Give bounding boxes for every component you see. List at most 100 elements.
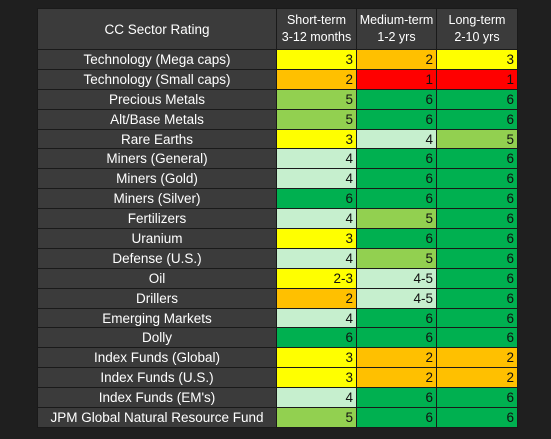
rating-cell-medium-term: 6 <box>356 88 437 110</box>
rating-cell-long-term: 6 <box>436 407 518 428</box>
rating-cell-short-term: 3 <box>276 228 357 249</box>
rating-cell-long-term: 5 <box>436 128 518 150</box>
sector-rating-table: CC Sector Rating Short-term 3-12 months … <box>37 8 518 428</box>
sector-name-cell: Fertilizers <box>37 208 277 230</box>
rating-cell-long-term: 2 <box>436 367 518 389</box>
sector-name-cell: Dolly <box>37 327 277 349</box>
rating-cell-long-term: 6 <box>436 88 518 110</box>
rating-cell-medium-term: 6 <box>356 168 437 190</box>
sector-rating-table-container: CC Sector Rating Short-term 3-12 months … <box>37 8 518 428</box>
table-row: Drillers 2 4-5 6 <box>37 287 518 309</box>
rating-cell-long-term: 6 <box>436 108 518 130</box>
table-row: Fertilizers 4 5 6 <box>37 208 518 230</box>
rating-cell-medium-term: 6 <box>356 307 437 329</box>
column-header-medium-term: Medium-term 1-2 yrs <box>356 8 437 50</box>
table-row: JPM Global Natural Resource Fund 5 6 6 <box>37 407 518 428</box>
rating-cell-long-term: 6 <box>436 287 518 309</box>
rating-cell-long-term: 6 <box>436 267 518 289</box>
sector-name-cell: Index Funds (EM's) <box>37 387 277 409</box>
rating-cell-medium-term: 6 <box>356 188 437 210</box>
rating-cell-short-term: 5 <box>276 88 357 110</box>
sector-name-cell: Drillers <box>37 287 277 309</box>
sector-name-cell: Rare Earths <box>37 128 277 150</box>
rating-cell-short-term: 5 <box>276 108 357 130</box>
table-row: Technology (Mega caps) 3 2 3 <box>37 49 518 70</box>
table-row: Alt/Base Metals 5 6 6 <box>37 108 518 130</box>
rating-cell-long-term: 1 <box>436 68 518 90</box>
sector-name-cell: Miners (Silver) <box>37 188 277 210</box>
table-row: Index Funds (U.S.) 3 2 2 <box>37 367 518 389</box>
rating-cell-long-term: 6 <box>436 148 518 170</box>
rating-cell-short-term: 6 <box>276 327 357 349</box>
rating-cell-short-term: 2 <box>276 287 357 309</box>
rating-cell-medium-term: 4 <box>356 128 437 150</box>
column-header-long-term: Long-term 2-10 yrs <box>436 8 518 50</box>
rating-cell-medium-term: 6 <box>356 387 437 409</box>
rating-cell-medium-term: 2 <box>356 49 437 70</box>
rating-cell-medium-term: 6 <box>356 228 437 249</box>
sector-name-cell: Uranium <box>37 228 277 249</box>
column-header-line1: Short-term <box>286 13 347 27</box>
sector-name-cell: Precious Metals <box>37 88 277 110</box>
sector-name-cell: Miners (Gold) <box>37 168 277 190</box>
rating-cell-long-term: 6 <box>436 228 518 249</box>
table-row: Oil 2-3 4-5 6 <box>37 267 518 289</box>
table-row: Miners (Gold) 4 6 6 <box>37 168 518 190</box>
rating-cell-long-term: 6 <box>436 307 518 329</box>
rating-cell-short-term: 4 <box>276 208 357 230</box>
rating-cell-short-term: 2-3 <box>276 267 357 289</box>
column-header-line2: 2-10 yrs <box>454 30 500 44</box>
rating-cell-medium-term: 2 <box>356 367 437 389</box>
table-row: Uranium 3 6 6 <box>37 228 518 249</box>
rating-cell-medium-term: 4-5 <box>356 287 437 309</box>
rating-cell-medium-term: 6 <box>356 108 437 130</box>
rating-cell-short-term: 3 <box>276 128 357 150</box>
sector-name-cell: Miners (General) <box>37 148 277 170</box>
sector-name-cell: Emerging Markets <box>37 307 277 329</box>
table-row: Index Funds (Global) 3 2 2 <box>37 347 518 369</box>
rating-cell-short-term: 4 <box>276 387 357 409</box>
table-row: Miners (General) 4 6 6 <box>37 148 518 170</box>
table-row: Precious Metals 5 6 6 <box>37 88 518 110</box>
rating-cell-short-term: 5 <box>276 407 357 428</box>
rating-cell-short-term: 4 <box>276 247 357 269</box>
table-row: Emerging Markets 4 6 6 <box>37 307 518 329</box>
table-row: Miners (Silver) 6 6 6 <box>37 188 518 210</box>
rating-cell-medium-term: 1 <box>356 68 437 90</box>
sector-name-cell: Alt/Base Metals <box>37 108 277 130</box>
table-title: CC Sector Rating <box>37 8 277 50</box>
rating-cell-short-term: 3 <box>276 347 357 369</box>
sector-name-cell: Defense (U.S.) <box>37 247 277 269</box>
sector-name-cell: Index Funds (Global) <box>37 347 277 369</box>
sector-name-cell: Technology (Small caps) <box>37 68 277 90</box>
table-row: Dolly 6 6 6 <box>37 327 518 349</box>
rating-cell-long-term: 6 <box>436 168 518 190</box>
rating-cell-long-term: 6 <box>436 387 518 409</box>
rating-cell-long-term: 6 <box>436 188 518 210</box>
sector-name-cell: Technology (Mega caps) <box>37 49 277 70</box>
table-row: Technology (Small caps) 2 1 1 <box>37 68 518 90</box>
column-header-line1: Medium-term <box>359 13 434 27</box>
column-header-line2: 1-2 yrs <box>377 30 416 44</box>
rating-cell-medium-term: 5 <box>356 208 437 230</box>
sector-name-cell: Oil <box>37 267 277 289</box>
rating-cell-medium-term: 6 <box>356 327 437 349</box>
header-row: CC Sector Rating Short-term 3-12 months … <box>37 8 518 50</box>
table-row: Rare Earths 3 4 5 <box>37 128 518 150</box>
column-header-line2: 3-12 months <box>281 30 352 44</box>
rating-cell-medium-term: 4-5 <box>356 267 437 289</box>
sector-name-cell: Index Funds (U.S.) <box>37 367 277 389</box>
column-header-short-term: Short-term 3-12 months <box>276 8 357 50</box>
rating-cell-long-term: 2 <box>436 347 518 369</box>
rating-cell-medium-term: 6 <box>356 407 437 428</box>
rating-cell-long-term: 3 <box>436 49 518 70</box>
table-body: Technology (Mega caps) 3 2 3 Technology (Sma… <box>37 49 518 428</box>
rating-cell-medium-term: 6 <box>356 148 437 170</box>
sector-name-cell: JPM Global Natural Resource Fund <box>37 407 277 428</box>
rating-cell-medium-term: 2 <box>356 347 437 369</box>
rating-cell-long-term: 6 <box>436 247 518 269</box>
rating-cell-short-term: 3 <box>276 49 357 70</box>
rating-cell-short-term: 4 <box>276 148 357 170</box>
table-row: Index Funds (EM's) 4 6 6 <box>37 387 518 409</box>
rating-cell-short-term: 3 <box>276 367 357 389</box>
